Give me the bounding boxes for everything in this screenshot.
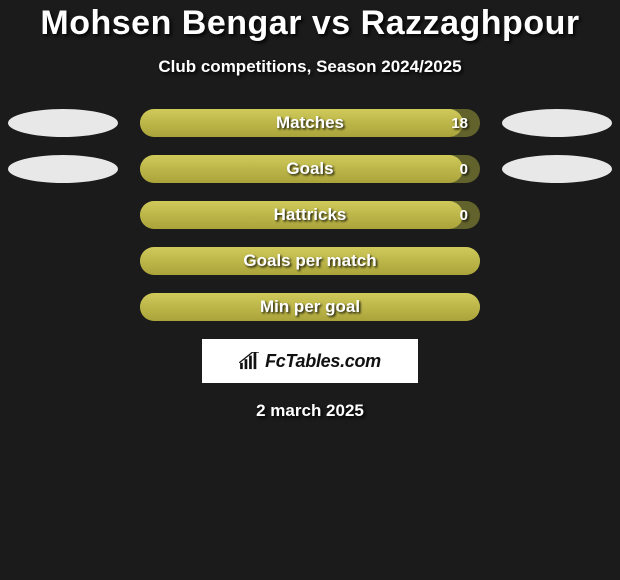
player-right-marker — [502, 109, 612, 137]
stat-label: Goals per match — [140, 247, 480, 275]
stat-row: Matches18 — [0, 109, 620, 137]
stat-label: Goals — [140, 155, 480, 183]
stat-value: 0 — [460, 155, 468, 183]
stat-label: Min per goal — [140, 293, 480, 321]
page-subtitle: Club competitions, Season 2024/2025 — [0, 57, 620, 77]
stat-bar: Matches18 — [140, 109, 480, 137]
stat-value: 18 — [451, 109, 468, 137]
page-title: Mohsen Bengar vs Razzaghpour — [0, 4, 620, 43]
player-left-marker — [8, 109, 118, 137]
date-label: 2 march 2025 — [0, 401, 620, 421]
stat-label: Hattricks — [140, 201, 480, 229]
player-left-marker — [8, 155, 118, 183]
stat-row: Goals per match — [0, 247, 620, 275]
stat-bar: Min per goal — [140, 293, 480, 321]
stat-value: 0 — [460, 201, 468, 229]
stat-bar: Goals0 — [140, 155, 480, 183]
comparison-infographic: Mohsen Bengar vs Razzaghpour Club compet… — [0, 0, 620, 580]
stat-chart: Matches18Goals0Hattricks0Goals per match… — [0, 109, 620, 321]
stat-label: Matches — [140, 109, 480, 137]
stat-row: Hattricks0 — [0, 201, 620, 229]
brand-text: FcTables.com — [265, 351, 381, 372]
stat-row: Min per goal — [0, 293, 620, 321]
player-right-marker — [502, 155, 612, 183]
brand-box: FcTables.com — [202, 339, 418, 383]
bar-chart-icon — [239, 352, 261, 370]
stat-bar: Goals per match — [140, 247, 480, 275]
stat-row: Goals0 — [0, 155, 620, 183]
stat-bar: Hattricks0 — [140, 201, 480, 229]
